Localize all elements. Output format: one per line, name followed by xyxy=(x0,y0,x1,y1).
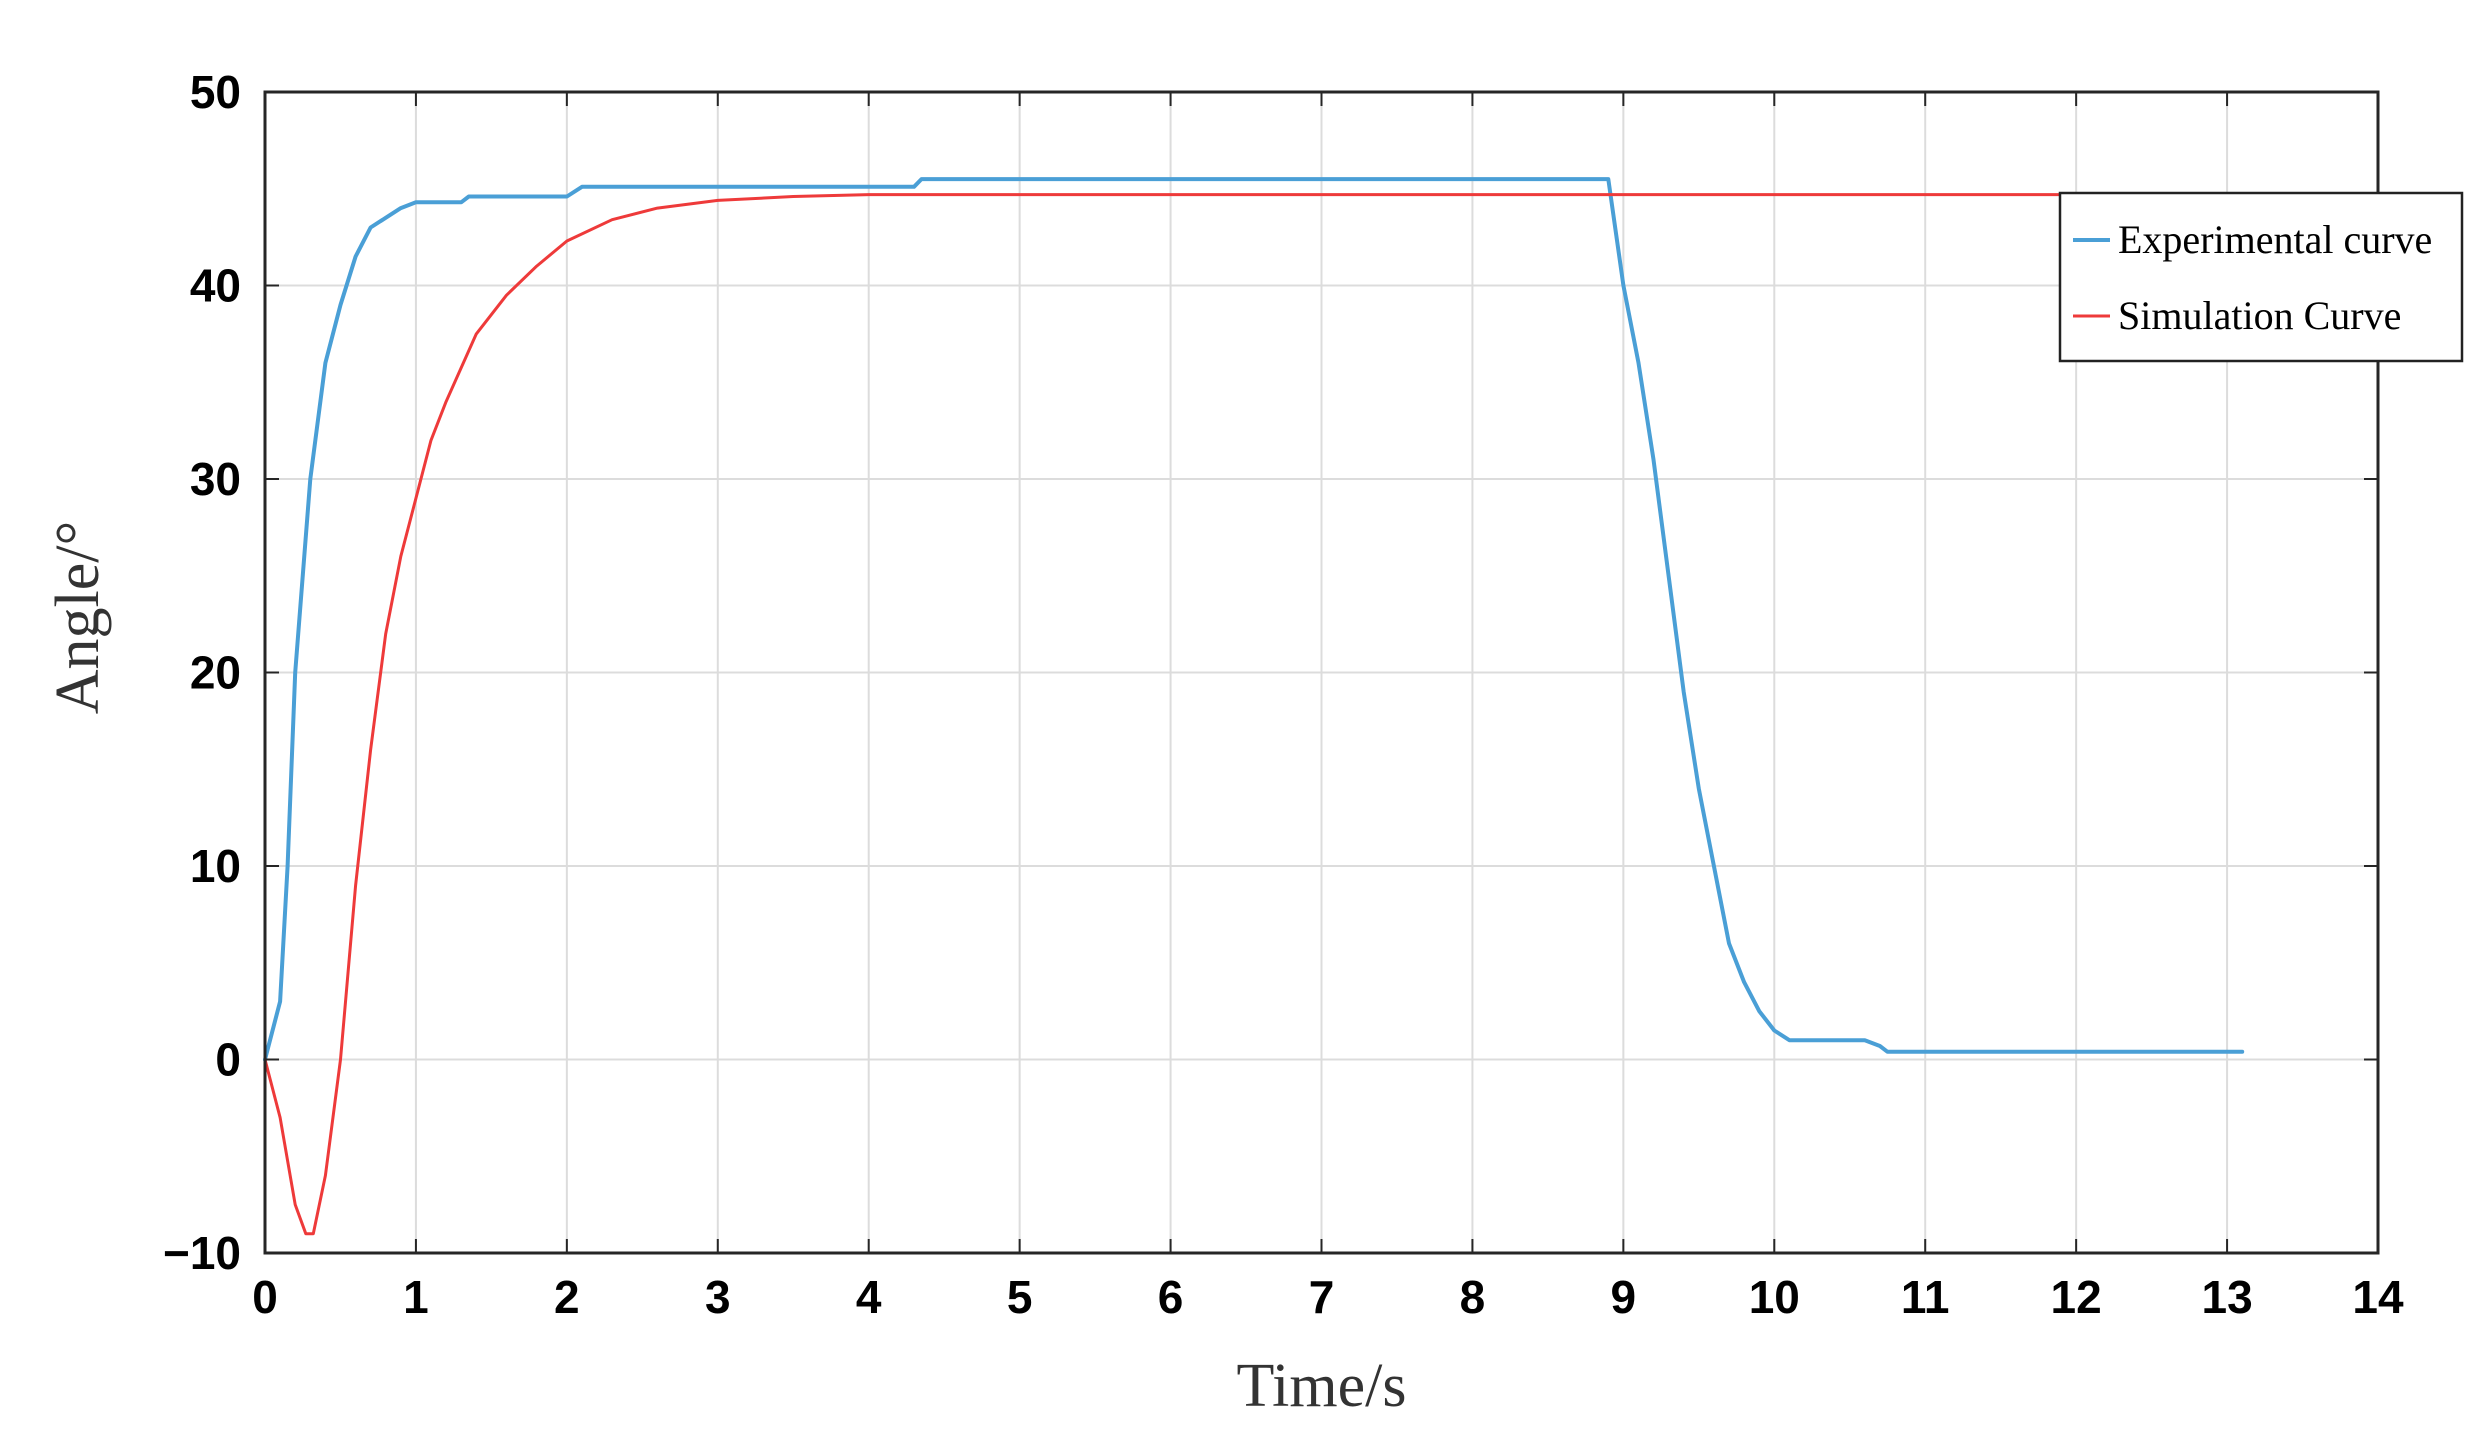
legend-box xyxy=(2058,191,2464,363)
y-tick-label: 50 xyxy=(190,66,241,118)
y-tick-label: −10 xyxy=(163,1227,241,1279)
x-tick-label: 3 xyxy=(705,1271,731,1323)
x-tick-label: 5 xyxy=(1007,1271,1033,1323)
x-tick-label: 13 xyxy=(2201,1271,2252,1323)
x-tick-label: 8 xyxy=(1460,1271,1486,1323)
y-tick-label: 10 xyxy=(190,840,241,892)
x-tick-label: 0 xyxy=(252,1271,278,1323)
series-line-experimental xyxy=(263,177,2245,1062)
x-tick-label: 2 xyxy=(554,1271,580,1323)
series-lines xyxy=(263,177,2380,1236)
x-tick-label: 12 xyxy=(2051,1271,2102,1323)
y-tick-label: 0 xyxy=(215,1034,241,1086)
x-tick-label: 1 xyxy=(403,1271,429,1323)
x-tick-label: 11 xyxy=(1901,1271,1950,1323)
y-axis-tick-labels: −10 0 10 20 30 40 50 xyxy=(163,66,241,1279)
legend-label-experimental: Experimental curve xyxy=(2118,217,2432,262)
x-tick-label: 9 xyxy=(1611,1271,1637,1323)
x-tick-label: 6 xyxy=(1158,1271,1184,1323)
x-tick-label: 7 xyxy=(1309,1271,1335,1323)
y-tick-label: 40 xyxy=(190,260,241,312)
legend: Experimental curve Simulation Curve xyxy=(2058,191,2464,363)
x-tick-label: 14 xyxy=(2352,1271,2404,1323)
x-tick-label: 4 xyxy=(856,1271,882,1323)
y-tick-label: 20 xyxy=(190,647,241,699)
legend-label-simulation: Simulation Curve xyxy=(2118,293,2401,338)
series-line-simulation xyxy=(263,193,2380,1236)
x-axis-tick-labels: 0 1 2 3 4 5 6 7 8 9 10 11 12 13 14 xyxy=(252,1271,2404,1323)
x-axis-title: Time/s xyxy=(1236,1352,1406,1420)
y-axis-title: Angle/° xyxy=(44,521,112,715)
x-tick-label: 10 xyxy=(1749,1271,1800,1323)
y-tick-label: 30 xyxy=(190,453,241,505)
